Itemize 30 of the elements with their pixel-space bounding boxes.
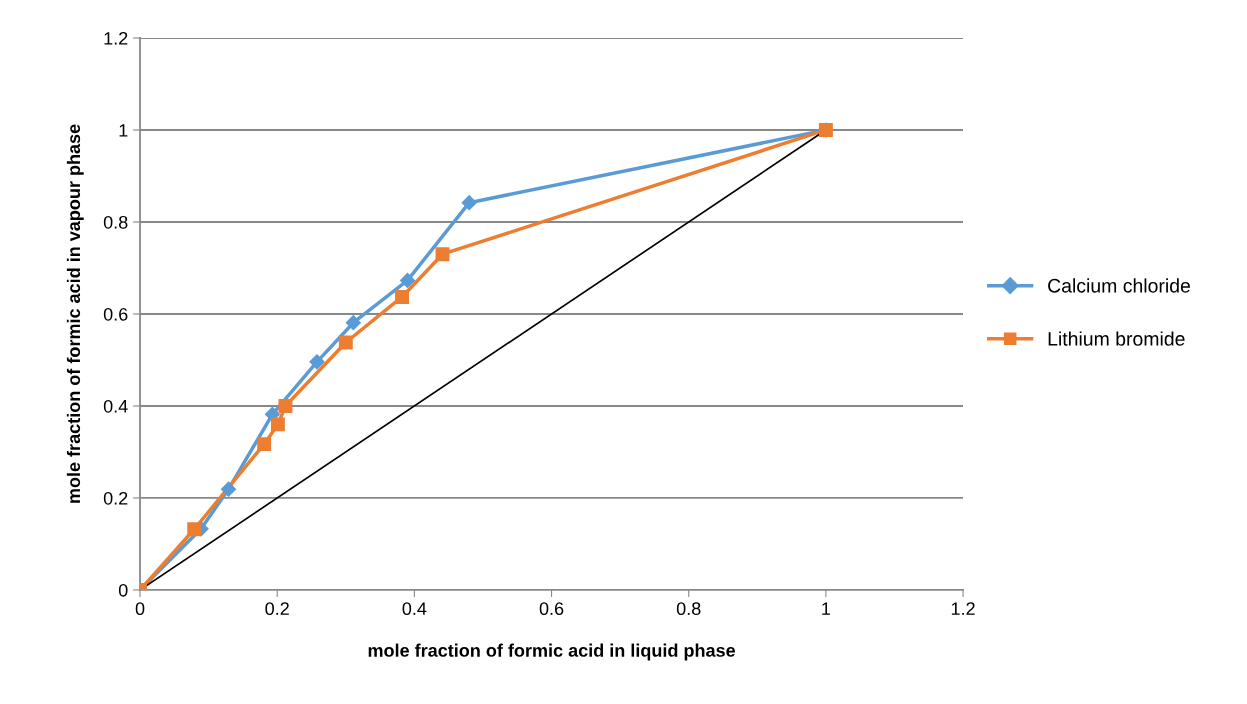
point	[309, 354, 325, 370]
y-tick-label: 0	[118, 583, 128, 597]
y-tick-label: 1	[119, 124, 128, 137]
point	[278, 399, 293, 413]
x-tick-label: 0	[135, 602, 145, 616]
x-tick-label: 1.2	[951, 602, 975, 615]
x-tick-label: 0.8	[676, 602, 701, 616]
x-axis-title: mole fraction of formic acid in liquid phase	[368, 643, 736, 661]
y-tick-label: 0.8	[103, 215, 128, 229]
point	[270, 417, 285, 432]
y-axis-title: mole fraction of formic acid in vapour phase	[66, 124, 84, 503]
point	[395, 290, 409, 304]
x-tick-label: 0.6	[539, 602, 564, 616]
legend-label: Calcium chloride	[1048, 278, 1190, 293]
x-tick-label: 1	[822, 602, 831, 615]
x-tick-label: 0.2	[265, 602, 289, 616]
point	[345, 315, 361, 331]
legend-label: Lithium bromide	[1048, 331, 1185, 346]
point	[257, 437, 272, 452]
point	[187, 522, 202, 537]
y-tick-label: 0.6	[103, 307, 128, 321]
y-tick-label: 0.4	[103, 399, 128, 413]
point	[435, 247, 450, 262]
point	[220, 481, 237, 497]
y-tick-label: 0.2	[103, 491, 128, 505]
point	[338, 335, 353, 350]
y-tick-label: 1.2	[104, 31, 128, 45]
x-tick-label: 0.4	[402, 602, 427, 616]
point	[399, 272, 416, 288]
point	[461, 195, 477, 211]
